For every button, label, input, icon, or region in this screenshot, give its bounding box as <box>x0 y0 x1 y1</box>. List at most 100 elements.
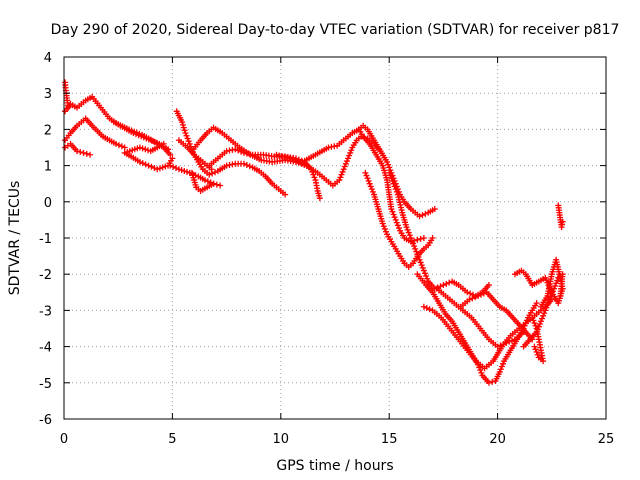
data-point <box>544 301 551 308</box>
data-point <box>185 138 192 145</box>
data-point <box>345 155 352 162</box>
data-point <box>87 151 94 158</box>
data-point <box>413 248 420 255</box>
data-point <box>530 317 537 324</box>
data-point <box>477 367 484 374</box>
data-point <box>494 343 501 350</box>
data-point <box>238 148 245 155</box>
data-point <box>181 168 188 175</box>
data-point <box>388 175 395 182</box>
data-point <box>520 329 527 336</box>
data-point <box>235 147 242 154</box>
data-point <box>179 119 186 126</box>
data-point <box>423 304 430 311</box>
data-point <box>240 160 247 167</box>
data-point <box>379 220 386 227</box>
data-point <box>410 240 417 247</box>
data-point <box>417 235 424 242</box>
x-tick-label: 20 <box>489 432 506 447</box>
data-point <box>289 156 296 163</box>
data-point <box>387 172 394 179</box>
data-point <box>418 262 425 269</box>
data-point <box>189 149 196 156</box>
data-point <box>382 228 389 235</box>
data-point <box>407 235 414 241</box>
data-point <box>154 166 161 173</box>
data-point <box>341 163 348 170</box>
data-point <box>393 219 400 226</box>
data-point <box>113 140 120 147</box>
data-point <box>429 235 436 241</box>
data-point <box>540 312 547 319</box>
data-point <box>529 314 536 321</box>
data-point <box>182 130 189 137</box>
data-point <box>339 168 346 175</box>
data-point <box>212 169 219 176</box>
data-point <box>423 273 430 280</box>
data-point <box>380 223 387 230</box>
data-point <box>346 152 353 159</box>
data-point <box>506 338 513 345</box>
data-point <box>246 163 253 170</box>
data-point <box>243 161 250 168</box>
x-tick-label: 10 <box>273 432 290 447</box>
data-point <box>509 337 516 344</box>
y-tick-label: -2 <box>39 268 52 283</box>
data-point <box>343 158 350 165</box>
data-point <box>80 149 87 156</box>
data-point <box>531 343 538 350</box>
data-point <box>412 245 419 252</box>
data-point <box>478 369 485 376</box>
data-point <box>559 218 566 225</box>
data-point <box>498 363 505 370</box>
data-point <box>539 315 546 322</box>
data-point <box>175 166 182 173</box>
data-point <box>431 206 438 213</box>
data-point <box>533 300 540 307</box>
data-point <box>145 162 152 169</box>
data-point <box>337 174 344 181</box>
data-point <box>421 270 428 277</box>
y-tick-label: 4 <box>44 51 52 66</box>
data-point <box>209 170 216 177</box>
data-point <box>178 167 185 174</box>
data-point <box>419 212 426 219</box>
data-point <box>167 151 174 158</box>
data-point <box>403 224 410 231</box>
data-point <box>440 282 447 289</box>
data-point <box>385 161 392 168</box>
x-tick-label: 5 <box>168 432 176 447</box>
data-point <box>420 267 427 274</box>
data-point <box>531 320 538 327</box>
data-point <box>390 211 397 218</box>
data-point <box>136 144 143 151</box>
grid <box>64 57 606 419</box>
data-point <box>392 216 399 223</box>
data-point <box>348 147 355 154</box>
data-point <box>151 165 158 172</box>
data-point <box>186 140 193 147</box>
data-point <box>65 104 72 111</box>
data-point <box>368 186 375 193</box>
data-point <box>208 166 215 173</box>
data-point <box>206 171 213 178</box>
data-point <box>542 307 549 314</box>
data-point <box>201 177 208 184</box>
data-point <box>83 150 90 157</box>
data-point <box>390 180 397 187</box>
data-point <box>184 135 191 142</box>
data-point <box>159 164 166 171</box>
data-point <box>162 163 169 170</box>
data-point <box>291 157 298 164</box>
data-point <box>184 168 191 175</box>
data-point <box>533 349 540 356</box>
data-point <box>475 292 482 299</box>
data-point <box>416 256 423 263</box>
data-point <box>160 140 167 147</box>
data-point <box>286 155 293 162</box>
data-point <box>467 290 474 297</box>
data-point <box>311 174 318 181</box>
data-point <box>156 165 163 172</box>
data-point <box>417 259 424 266</box>
